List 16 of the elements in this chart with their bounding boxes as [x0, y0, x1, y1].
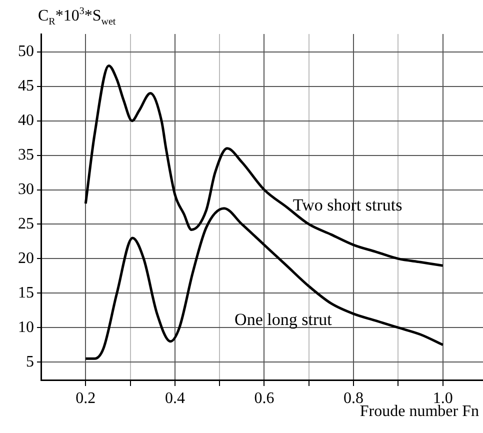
y-tick-label: 15 [18, 284, 34, 302]
series-label: One long strut [234, 310, 332, 330]
y-tick-label: 40 [18, 112, 34, 130]
y-axis-title: C$_{R}$*10$^{3}$*S$_{wet}$ [38, 6, 116, 28]
y-tick-label: 50 [18, 43, 34, 60]
y-tick-label: 30 [18, 180, 34, 198]
y-tick-label: 5 [26, 353, 34, 370]
x-tick-label: 0.2 [76, 390, 96, 407]
line-series [84, 64, 444, 267]
y-tick-label: 35 [18, 146, 34, 164]
y-tick-label: 25 [18, 215, 34, 232]
y-tick-label: 45 [18, 78, 34, 95]
y-tick-label: 10 [18, 318, 34, 336]
x-tick-label: 0.4 [164, 390, 185, 407]
x-tick-label: 0.6 [254, 390, 274, 407]
y-tick-label: 20 [18, 250, 34, 267]
